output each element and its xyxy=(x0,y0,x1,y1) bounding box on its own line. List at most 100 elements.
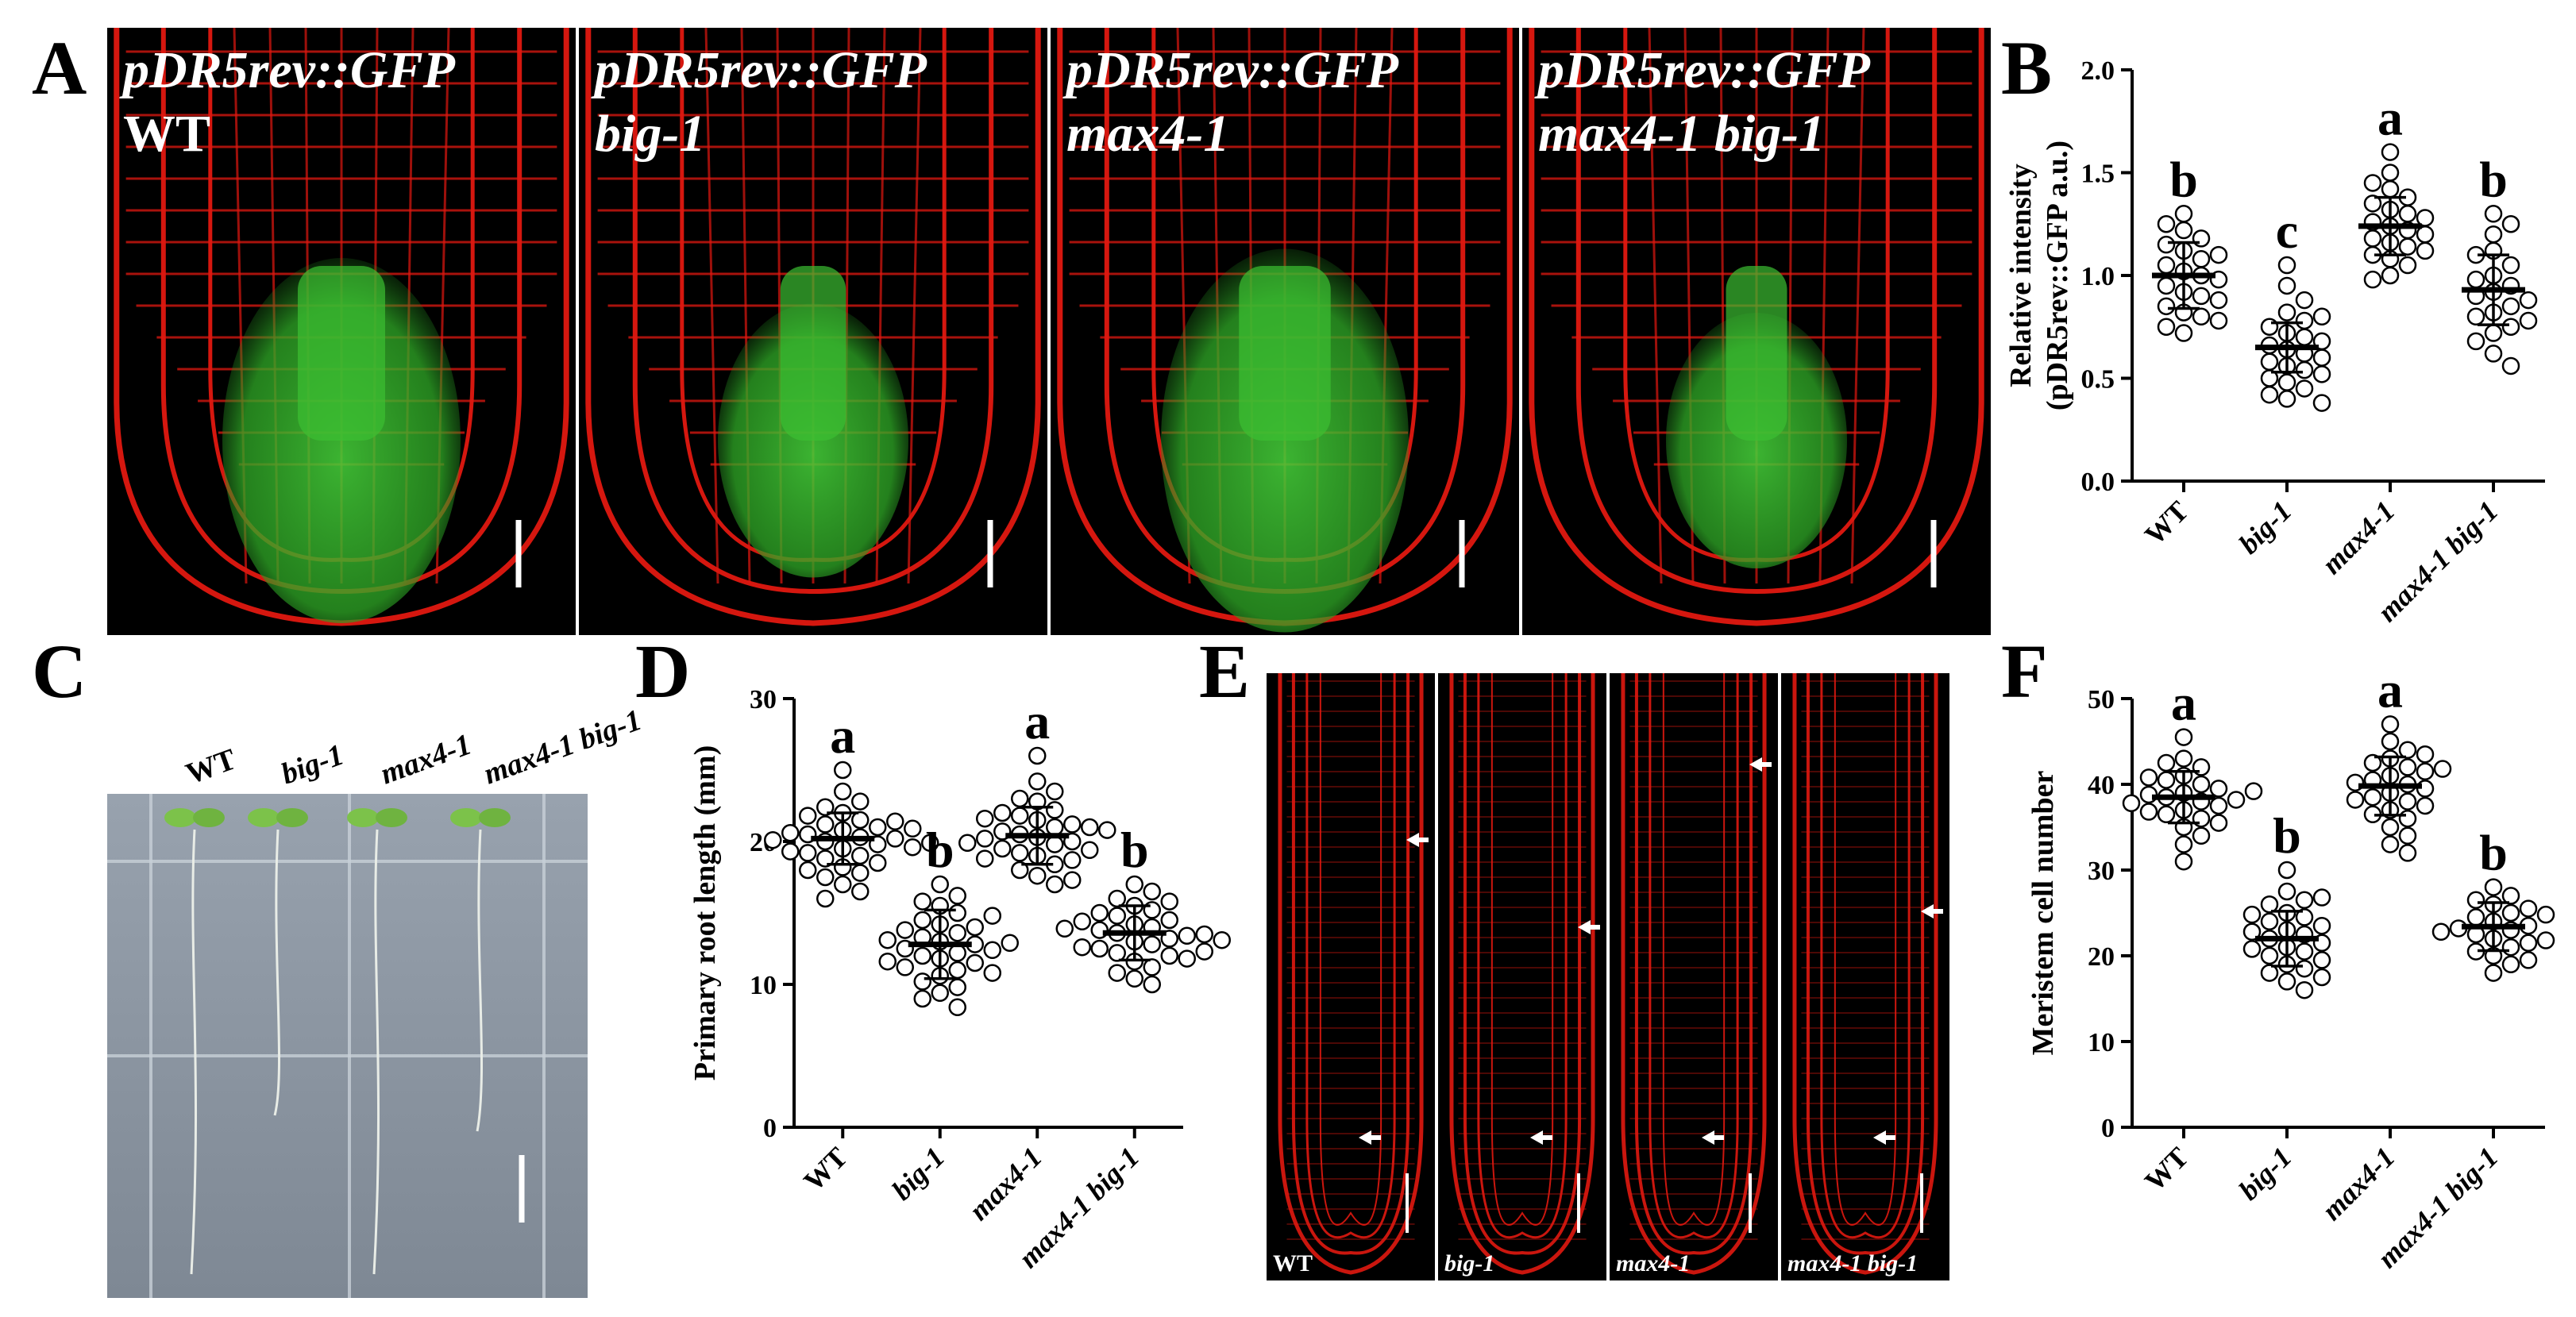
data-point xyxy=(816,815,835,834)
data-point xyxy=(1098,821,1116,839)
data-point xyxy=(2398,741,2417,760)
data-point xyxy=(2363,174,2382,192)
panel-c-letter: C xyxy=(32,629,87,714)
data-point xyxy=(1011,844,1029,862)
data-point xyxy=(834,875,852,894)
data-point xyxy=(1028,746,1047,765)
data-point xyxy=(2363,270,2382,289)
data-point xyxy=(2295,360,2314,379)
data-point xyxy=(2398,844,2417,862)
y-tick-label: 1.0 xyxy=(2081,262,2115,291)
data-point xyxy=(2209,291,2228,310)
micrograph-e-2-label: big-1 xyxy=(1444,1250,1494,1277)
data-point xyxy=(851,811,870,830)
data-point xyxy=(2416,796,2435,815)
data-point xyxy=(1046,782,1064,801)
seedling-label-1: WT xyxy=(182,742,241,791)
data-point xyxy=(1213,930,1231,949)
seedling-2 xyxy=(248,808,308,1116)
micrograph-a-3-genotype: max4-1 xyxy=(1066,105,1229,163)
data-point xyxy=(2260,912,2279,931)
data-point xyxy=(2519,934,2538,953)
data-point xyxy=(2501,887,2520,905)
data-point xyxy=(2312,888,2331,907)
data-point xyxy=(2260,352,2279,372)
data-point xyxy=(2242,922,2262,942)
data-point xyxy=(2277,256,2296,275)
panel-a-micrographs: pDR5rev::GFPWTpDR5rev::GFPbig-1pDR5rev::… xyxy=(107,27,1991,635)
significance-letter-1: a xyxy=(830,707,855,764)
y-tick-label: 2.0 xyxy=(2081,56,2115,86)
data-point xyxy=(913,946,931,965)
data-point xyxy=(2295,942,2314,961)
data-point xyxy=(816,798,835,817)
data-point xyxy=(2398,205,2417,223)
data-point xyxy=(2295,891,2314,910)
category-label-2: big-1 xyxy=(885,1141,951,1206)
data-point xyxy=(2277,972,2296,991)
data-point xyxy=(2295,311,2314,330)
micrograph-e-1: WT xyxy=(1267,673,1435,1280)
data-point xyxy=(2157,297,2176,316)
category-label-2: big-1 xyxy=(2233,495,2298,560)
y-tick-label: 0.5 xyxy=(2081,365,2115,395)
seedling-4 xyxy=(450,808,511,1132)
data-point xyxy=(2501,903,2520,922)
data-point xyxy=(1160,892,1178,911)
data-point xyxy=(2139,803,2158,821)
data-point xyxy=(2295,959,2314,978)
y-tick-label: 0 xyxy=(763,1114,777,1143)
data-point xyxy=(2466,270,2485,289)
data-point xyxy=(2381,179,2400,198)
data-point xyxy=(2466,332,2485,351)
micrograph-a-2-reporter: pDR5rev::GFP xyxy=(591,41,927,99)
data-point xyxy=(869,818,887,837)
data-point xyxy=(2346,791,2365,809)
panel-c-seedling-photo: WT big-1 max4-1 max4-1 big-1 xyxy=(107,703,646,1298)
data-point xyxy=(2416,762,2435,781)
data-point xyxy=(948,978,966,996)
data-point xyxy=(2157,805,2176,824)
data-point xyxy=(2484,878,2503,896)
data-point xyxy=(976,849,994,868)
micrograph-a-2-genotype: big-1 xyxy=(595,105,705,163)
data-point xyxy=(1090,903,1109,922)
data-point xyxy=(2277,882,2296,901)
data-point xyxy=(2157,318,2176,336)
data-point xyxy=(2192,307,2211,326)
data-point xyxy=(2363,229,2382,248)
data-point xyxy=(2501,955,2520,974)
data-point xyxy=(851,846,870,865)
data-point xyxy=(2192,287,2211,306)
data-point xyxy=(834,782,852,801)
data-point xyxy=(2157,235,2176,254)
data-point xyxy=(2416,745,2435,764)
data-point xyxy=(2242,905,2262,924)
data-point xyxy=(2295,908,2314,926)
data-point xyxy=(1073,912,1091,931)
data-point xyxy=(948,998,966,1017)
data-point xyxy=(2277,390,2296,408)
micrograph-e-3: max4-1 xyxy=(1610,673,1778,1280)
panel-a-letter: A xyxy=(32,25,87,110)
data-point xyxy=(921,834,939,853)
significance-letter-1: a xyxy=(2171,675,2196,731)
data-point xyxy=(913,911,931,930)
data-point xyxy=(1046,835,1064,853)
panel-f-letter: F xyxy=(2001,629,2048,714)
data-point xyxy=(799,844,817,862)
significance-letter-3: a xyxy=(1024,693,1050,749)
data-point xyxy=(2398,237,2417,256)
data-point xyxy=(799,807,817,825)
data-point xyxy=(851,882,870,901)
data-point xyxy=(2484,964,2503,982)
data-point xyxy=(2519,951,2538,969)
micrograph-a-1-genotype: WT xyxy=(123,105,210,163)
data-point xyxy=(2312,968,2331,987)
data-point xyxy=(2398,792,2417,811)
data-point xyxy=(948,887,966,905)
data-point xyxy=(2398,256,2417,275)
